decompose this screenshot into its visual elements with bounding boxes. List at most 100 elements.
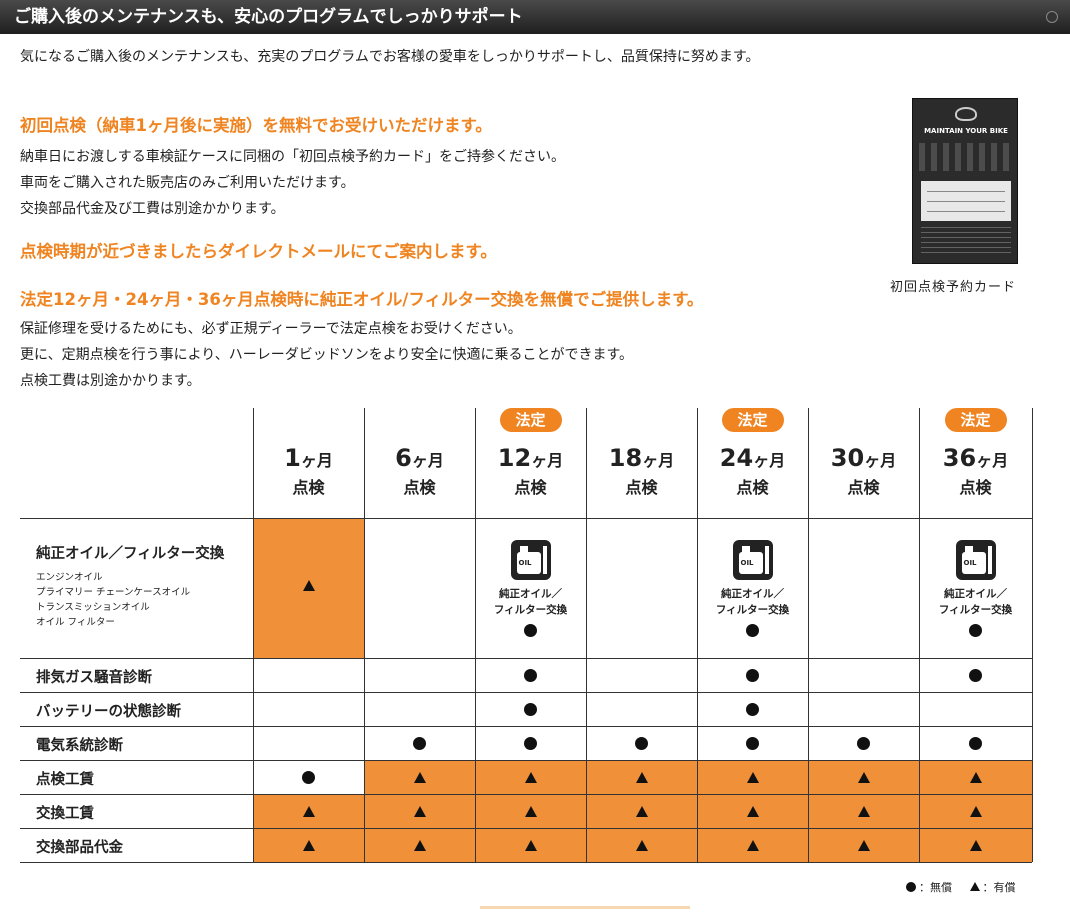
row-divider [20, 794, 1032, 795]
oil-sub-item: プライマリー チェーンケースオイル [36, 587, 191, 598]
row-divider [20, 828, 1032, 829]
page-title: ご購入後のメンテナンスも、安心のプログラムでしっかりサポート [14, 7, 523, 27]
oil-caption: 純正オイル／ フィルター交換 [476, 586, 586, 618]
oil-sub-list: エンジンオイル プライマリー チェーンケースオイル トランスミッションオイル オイル … [36, 570, 190, 630]
row-label: 交換部品代金 [36, 840, 123, 856]
oil-caption-line: フィルター交換 [493, 604, 568, 616]
paid-triangle-icon [746, 840, 759, 851]
column-header: 36ヶ月 点検 [919, 444, 1032, 498]
column-header: 24ヶ月 点検 [697, 444, 808, 498]
paid-triangle-icon [969, 840, 982, 851]
free-dot-icon [413, 737, 426, 750]
section2-heading: 点検時期が近づきましたらダイレクトメールにてご案内します。 [20, 242, 497, 261]
section1-line: 納車日にお渡しする車検証ケースに同梱の「初回点検予約カード」をご持参ください。 [20, 149, 566, 165]
page-header: ご購入後のメンテナンスも、安心のプログラムでしっかりサポート [0, 0, 1070, 34]
interval-kind: 点検 [514, 478, 547, 497]
oil-sub-item: オイル フィルター [36, 617, 115, 628]
column-header: 30ヶ月点検 [808, 444, 919, 498]
oil-caption-line: 純正オイル／ [944, 588, 1007, 600]
free-dot-icon [524, 624, 537, 637]
legal-badge: 法定 [721, 408, 784, 432]
bikes-illustration [919, 143, 1013, 171]
oil-sub-item: トランスミッションオイル [36, 602, 150, 613]
column-divider [364, 408, 365, 862]
row-divider [20, 518, 1032, 519]
oil-can-icon: OIL [510, 540, 551, 580]
section3-line: 点検工費は別途かかります。 [20, 373, 201, 389]
interval-number: 30 [830, 444, 865, 472]
paid-triangle-icon [413, 772, 426, 783]
oil-icon-label: OIL [518, 559, 532, 567]
row-label: 点検工賃 [36, 772, 94, 788]
oil-caption: 純正オイル／ フィルター交換 [921, 586, 1031, 618]
reservation-card-image: MAINTAIN YOUR BIKE [912, 98, 1018, 264]
paid-triangle-icon [746, 772, 759, 783]
paid-triangle-icon [413, 806, 426, 817]
paid-triangle-icon [857, 840, 870, 851]
legend: ：無償 ：有償 [906, 879, 1016, 895]
paid-triangle-icon [413, 840, 426, 851]
legal-badge: 法定 [944, 408, 1007, 432]
row-divider [20, 862, 1032, 863]
brand-logo-icon [955, 107, 977, 121]
row-divider [20, 692, 1032, 693]
column-header: 12ヶ月点検 [475, 444, 586, 498]
paid-triangle-icon [524, 840, 537, 851]
paid-triangle-icon [969, 806, 982, 817]
card-caption: 初回点検予約カード [890, 280, 1017, 295]
interval-number: 12 [497, 444, 532, 472]
free-dot-icon [969, 737, 982, 750]
interval-unit: ヶ月 [411, 451, 444, 470]
free-dot-icon [524, 737, 537, 750]
row-divider [20, 726, 1032, 727]
section1-heading: 初回点検（納車1ヶ月後に実施）を無料でお受けいただけます。 [20, 116, 492, 135]
interval-unit: ヶ月 [531, 451, 564, 470]
free-dot-icon [857, 737, 870, 750]
section1-line: 交換部品代金及び工費は別途かかります。 [20, 201, 285, 217]
interval-number: 1 [284, 444, 301, 472]
legend-paid: ：有償 [982, 881, 1016, 894]
oil-can-icon: OIL [955, 540, 996, 580]
card-fine-print [921, 227, 1011, 257]
paid-triangle-icon [969, 772, 982, 783]
column-divider [253, 408, 254, 862]
card-title: MAINTAIN YOUR BIKE [924, 127, 1008, 135]
paid-triangle-icon [857, 806, 870, 817]
interval-kind: 点検 [959, 478, 992, 497]
row-label: 交換工賃 [36, 806, 94, 822]
free-dot-icon [906, 882, 916, 892]
paid-triangle-icon [524, 772, 537, 783]
free-dot-icon [746, 624, 759, 637]
interval-number: 6 [395, 444, 412, 472]
free-dot-icon [635, 737, 648, 750]
paid-triangle-icon [857, 772, 870, 783]
row-label: 電気系統診断 [36, 738, 123, 754]
interval-unit: ヶ月 [864, 451, 897, 470]
interval-kind: 点検 [847, 478, 880, 497]
column-header: 6ヶ月 点検 [364, 444, 475, 498]
column-divider [808, 408, 809, 862]
free-dot-icon [746, 703, 759, 716]
oil-can-icon: OIL [732, 540, 773, 580]
paid-triangle-icon [746, 806, 759, 817]
column-header: 1ヶ月 点検 [253, 444, 364, 498]
interval-number: 36 [942, 444, 977, 472]
row-label: 排気ガス騒音診断 [36, 670, 152, 686]
free-dot-icon [969, 624, 982, 637]
paid-triangle-icon [302, 806, 315, 817]
interval-kind: 点検 [736, 478, 769, 497]
row-label: バッテリーの状態診断 [36, 704, 181, 720]
section1-line: 車両をご購入された販売店のみご利用いただけます。 [20, 175, 355, 191]
oil-caption-line: フィルター交換 [715, 604, 790, 616]
free-dot-icon [524, 669, 537, 682]
section1-body: 納車日にお渡しする車検証ケースに同梱の「初回点検予約カード」をご持参ください。 … [20, 144, 565, 222]
column-divider [1032, 408, 1033, 862]
free-dot-icon [524, 703, 537, 716]
section3-line: 保証修理を受けるためにも、必ず正規ディーラーで法定点検をお受けください。 [20, 321, 522, 337]
oil-caption-line: フィルター交換 [938, 604, 1013, 616]
intro-text: 気になるご購入後のメンテナンスも、充実のプログラムでお客様の愛車をしっかりサポー… [20, 49, 760, 65]
section3-body: 保証修理を受けるためにも、必ず正規ディーラーで法定点検をお受けください。 更に、… [20, 316, 633, 394]
paid-triangle-icon [635, 840, 648, 851]
paid-triangle-icon [969, 882, 980, 891]
oil-caption-line: 純正オイル／ [721, 588, 784, 600]
